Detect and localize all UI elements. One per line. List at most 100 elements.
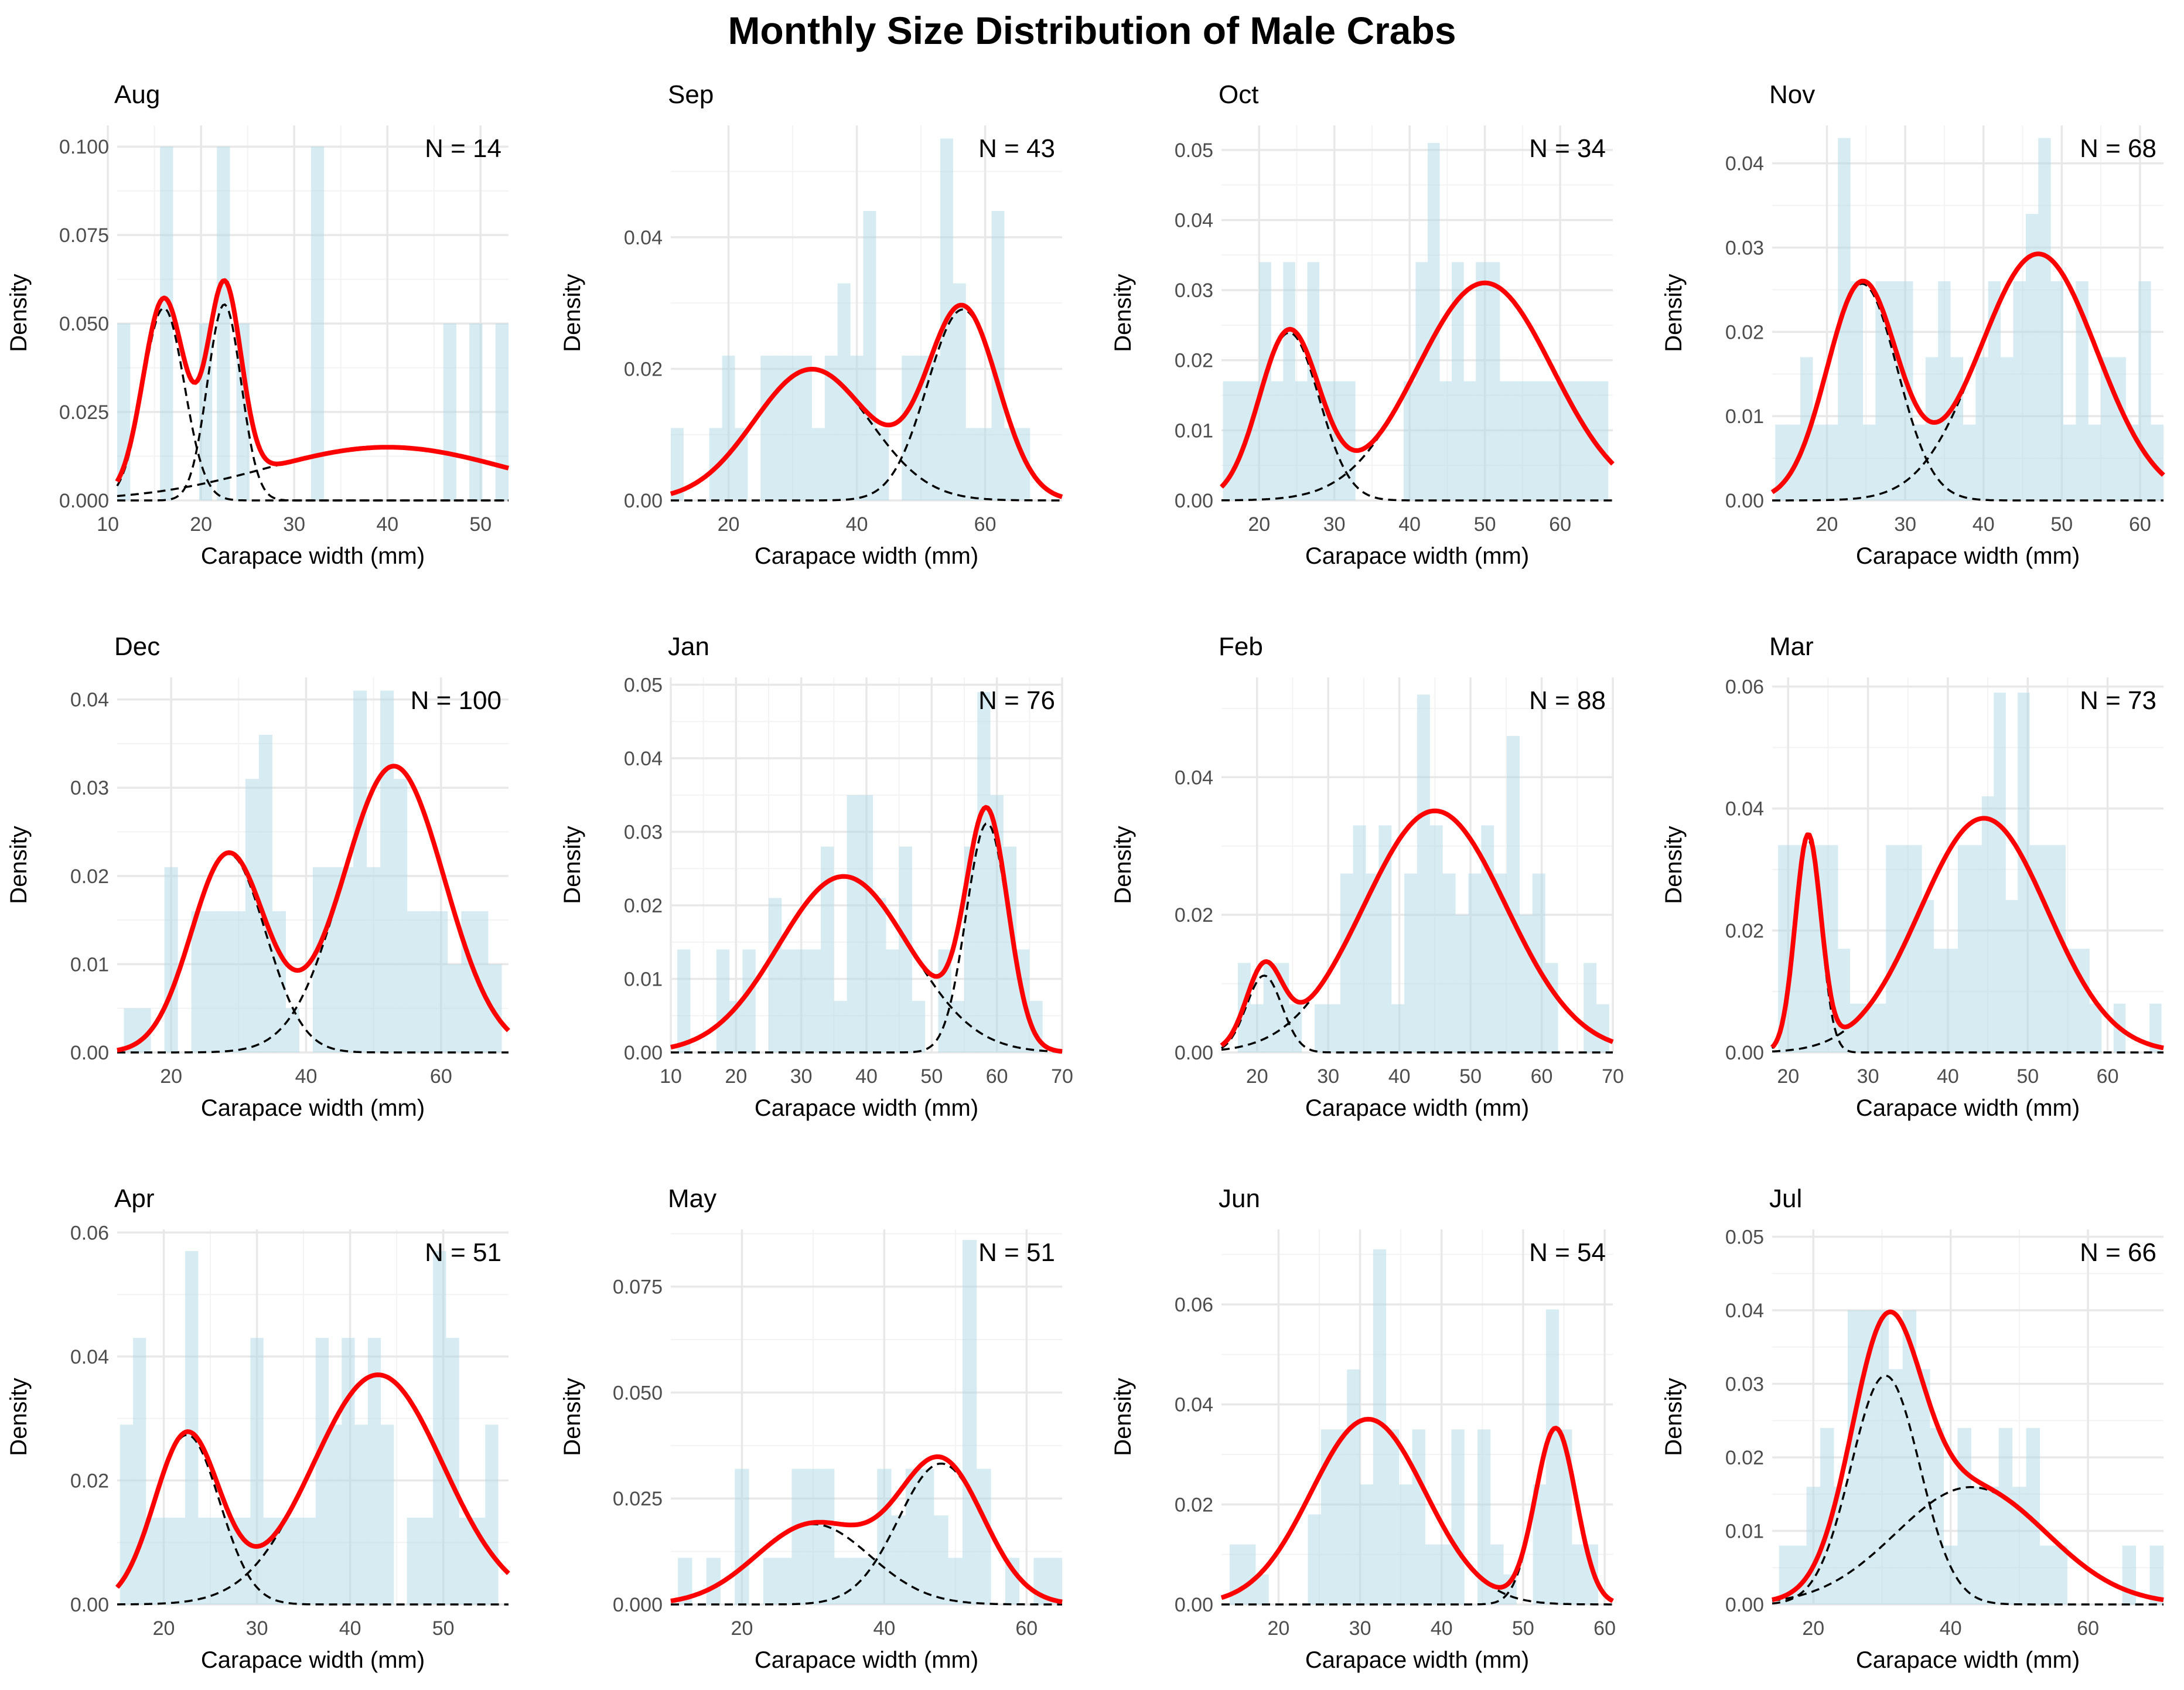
y-tick-label: 0.100 [59, 136, 109, 158]
y-tick-label: 0.000 [59, 490, 109, 512]
histogram-bar [198, 1517, 211, 1604]
histogram-bar [245, 779, 259, 1052]
x-tick-label: 50 [920, 1065, 943, 1088]
y-tick-label: 0.05 [1725, 1226, 1764, 1249]
x-tick-label: 20 [160, 1065, 182, 1088]
histogram-bar [1307, 262, 1319, 500]
mixture-fit-curve [670, 805, 1063, 1054]
y-tick-label: 0.01 [1725, 1521, 1764, 1543]
mixture-fit-curve [115, 278, 510, 483]
histogram-bar [1320, 1429, 1335, 1604]
histogram-bar [1417, 694, 1430, 1052]
y-tick-label: 0.04 [624, 227, 663, 249]
histogram-bar [2076, 281, 2089, 500]
histogram-bar [1847, 1310, 1862, 1604]
y-tick-label: 0.02 [624, 895, 663, 917]
histogram-bar [310, 146, 325, 500]
histogram-bar [1938, 281, 1951, 500]
y-axis-title: Density [1661, 1378, 1687, 1456]
histogram-bar [1813, 424, 1825, 500]
histogram-bar [211, 1517, 224, 1604]
histogram-bar [1889, 1369, 1903, 1604]
histogram-bar [760, 355, 774, 500]
histogram-bar [224, 1517, 238, 1604]
histogram-bar [1963, 424, 1976, 500]
panel-title: Jun [1219, 1184, 1260, 1213]
histogram-bar [2053, 845, 2066, 1052]
histogram-bar [461, 911, 475, 1052]
panel-title: Dec [114, 632, 160, 661]
x-axis-title: Carapace width (mm) [1305, 1095, 1529, 1121]
histogram-bar [847, 795, 860, 1052]
panel-title: Mar [1769, 632, 1814, 661]
y-axis-title: Density [6, 274, 32, 352]
panel-feb: 20 30 40 50 60 70 0.00 0.02 0.04 Feb N = 88 Carapac… [1110, 632, 1624, 1121]
histogram-bar [124, 1008, 138, 1052]
x-tick-label: 40 [339, 1617, 361, 1640]
histogram-bar [1004, 428, 1018, 500]
histogram-bar [381, 1425, 394, 1604]
histogram-bar [2005, 899, 2018, 1052]
histogram-bar [1289, 1004, 1302, 1052]
y-tick-label: 0.03 [70, 777, 109, 799]
y-tick-label: 0.000 [613, 1594, 663, 1616]
histogram-bar [1913, 424, 1926, 500]
x-tick-label: 60 [974, 513, 997, 536]
histogram-bar [1862, 424, 1876, 500]
histogram-bar [1438, 1544, 1452, 1604]
histogram-bar [965, 428, 979, 500]
y-tick-label: 0.03 [1175, 280, 1213, 302]
histogram-bar [1295, 381, 1308, 500]
histogram-bar [250, 1338, 264, 1604]
histogram-bar [1452, 262, 1464, 500]
panel-title: Jul [1769, 1184, 1802, 1213]
histogram-bar [799, 355, 812, 500]
sample-size-label: N = 88 [1529, 686, 1606, 715]
histogram-bar [1334, 1429, 1347, 1604]
y-tick-label: 0.04 [1175, 209, 1213, 231]
histogram-bar [2149, 1545, 2163, 1604]
histogram-bar [1250, 1004, 1264, 1052]
histogram-bar [2025, 214, 2039, 500]
histogram-bar [1957, 1427, 1971, 1604]
x-tick-label: 40 [1973, 513, 1995, 536]
histogram-bar [1934, 949, 1946, 1052]
y-tick-label: 0.02 [1725, 321, 1764, 343]
x-axis-title: Carapace width (mm) [201, 543, 425, 569]
histogram-bar [1399, 1484, 1412, 1604]
histogram-bar [791, 1468, 806, 1604]
y-tick-label: 0.050 [59, 313, 109, 335]
x-tick-label: 60 [2077, 1617, 2099, 1640]
histogram-bar [2042, 845, 2054, 1052]
x-tick-label: 60 [1015, 1617, 1038, 1640]
histogram-bar [1545, 1309, 1559, 1604]
x-tick-label: 30 [283, 513, 305, 536]
histogram-bar [1243, 1544, 1256, 1604]
histogram-bar [1850, 281, 1863, 500]
histogram-bar [977, 1468, 991, 1604]
histogram-bar [302, 1517, 316, 1604]
histogram-bar [786, 355, 800, 500]
histogram-bar [2151, 424, 2163, 500]
histogram-bar [1584, 963, 1597, 1052]
histogram-bar [978, 428, 992, 500]
x-tick-label: 30 [1317, 1065, 1339, 1088]
histogram-bar [1511, 381, 1524, 500]
histogram-bar [1572, 381, 1585, 500]
histogram-bar [962, 1240, 977, 1604]
histogram-bar [2050, 281, 2063, 500]
panel-title: Feb [1219, 632, 1263, 661]
histogram-bar [185, 1251, 199, 1604]
y-axis-title: Density [6, 826, 32, 904]
x-tick-label: 10 [660, 1065, 682, 1088]
histogram-bar [1834, 1487, 1848, 1604]
histogram-bar [421, 911, 435, 1052]
y-tick-label: 0.03 [1725, 1374, 1764, 1396]
histogram-bar [951, 1001, 964, 1052]
histogram-bar [1507, 735, 1520, 1052]
x-tick-label: 40 [1937, 1065, 1959, 1088]
x-tick-label: 20 [1816, 513, 1838, 536]
y-tick-label: 0.02 [1175, 904, 1213, 926]
